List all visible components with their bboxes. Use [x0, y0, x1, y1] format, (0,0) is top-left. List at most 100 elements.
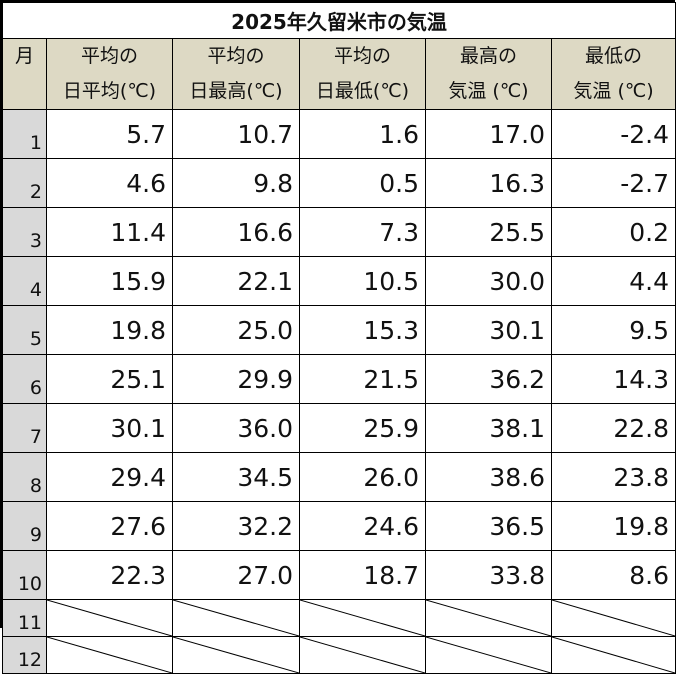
- value-cell[interactable]: 25.5: [425, 207, 552, 257]
- value-cell[interactable]: 4.6: [46, 158, 173, 208]
- value-cell[interactable]: 19.8: [46, 305, 173, 355]
- value-cell[interactable]: 25.0: [172, 305, 300, 355]
- value-cell[interactable]: 25.1: [46, 354, 173, 404]
- value-cell[interactable]: 9.5: [550, 305, 676, 355]
- value-cell[interactable]: 15.9: [46, 256, 173, 306]
- value-cell[interactable]: 38.6: [425, 452, 552, 502]
- header-line1: 平均の: [207, 45, 265, 67]
- table-row: 7 30.1 36.0 25.9 38.1 22.8: [2, 403, 676, 453]
- value-cell[interactable]: 4.4: [550, 256, 676, 306]
- value-cell[interactable]: 36.5: [425, 501, 552, 551]
- value-cell[interactable]: 14.3: [550, 354, 676, 404]
- diagonal-empty-cell[interactable]: [550, 599, 676, 637]
- value-cell[interactable]: 36.0: [172, 403, 300, 453]
- value-cell[interactable]: 9.8: [172, 158, 300, 208]
- value-cell[interactable]: 22.8: [550, 403, 676, 453]
- value-cell[interactable]: 1.6: [299, 109, 426, 159]
- value-cell[interactable]: 7.3: [299, 207, 426, 257]
- value-cell[interactable]: 19.8: [550, 501, 676, 551]
- value-cell[interactable]: 29.9: [172, 354, 300, 404]
- table-row: 8 29.4 34.5 26.0 38.6 23.8: [2, 452, 676, 502]
- diagonal-empty-cell[interactable]: [425, 599, 552, 637]
- value-cell[interactable]: 30.1: [46, 403, 173, 453]
- month-cell[interactable]: 10: [2, 550, 47, 600]
- month-cell[interactable]: 9: [2, 501, 47, 551]
- value-cell[interactable]: 8.6: [550, 550, 676, 600]
- header-highest: 最高の 気温 (℃): [425, 38, 552, 110]
- value-cell[interactable]: 38.1: [425, 403, 552, 453]
- month-cell[interactable]: 2: [2, 158, 47, 208]
- value-cell[interactable]: 22.1: [172, 256, 300, 306]
- value-cell[interactable]: 30.0: [425, 256, 552, 306]
- value-cell[interactable]: 32.2: [172, 501, 300, 551]
- value-cell[interactable]: 18.7: [299, 550, 426, 600]
- value-cell[interactable]: -2.4: [550, 109, 676, 159]
- diagonal-empty-cell[interactable]: [172, 599, 300, 637]
- diagonal-empty-cell[interactable]: [425, 636, 552, 674]
- diagonal-line-icon: [300, 637, 425, 673]
- value-cell[interactable]: 16.3: [425, 158, 552, 208]
- value-cell[interactable]: 0.2: [550, 207, 676, 257]
- value-cell[interactable]: 16.6: [172, 207, 300, 257]
- diagonal-line-icon: [426, 600, 551, 636]
- value-cell[interactable]: 36.2: [425, 354, 552, 404]
- table-row: 5 19.8 25.0 15.3 30.1 9.5: [2, 305, 676, 355]
- table-row: 10 22.3 27.0 18.7 33.8 8.6: [2, 550, 676, 600]
- value-cell[interactable]: 22.3: [46, 550, 173, 600]
- month-cell[interactable]: 4: [2, 256, 47, 306]
- diagonal-empty-cell[interactable]: [46, 599, 173, 637]
- diagonal-empty-cell[interactable]: [299, 636, 426, 674]
- diagonal-empty-cell[interactable]: [550, 636, 676, 674]
- value-cell[interactable]: -2.7: [550, 158, 676, 208]
- header-line1: 平均の: [333, 45, 391, 67]
- header-line2: 日平均(℃): [62, 80, 157, 102]
- value-cell[interactable]: 34.5: [172, 452, 300, 502]
- value-cell[interactable]: 27.0: [172, 550, 300, 600]
- value-cell[interactable]: 10.7: [172, 109, 300, 159]
- header-line1: 最高の: [459, 45, 517, 67]
- table-row: 2 4.6 9.8 0.5 16.3 -2.7: [2, 158, 676, 208]
- value-cell[interactable]: 10.5: [299, 256, 426, 306]
- month-cell[interactable]: 1: [2, 109, 47, 159]
- value-cell[interactable]: 27.6: [46, 501, 173, 551]
- header-daily-min: 平均の 日最低(℃): [299, 38, 426, 110]
- header-lowest: 最低の 気温 (℃): [550, 38, 676, 110]
- table-row: 9 27.6 32.2 24.6 36.5 19.8: [2, 501, 676, 551]
- table-row: 3 11.4 16.6 7.3 25.5 0.2: [2, 207, 676, 257]
- month-cell[interactable]: 7: [2, 403, 47, 453]
- table-title: 2025年久留米市の気温: [1, 2, 676, 39]
- value-cell[interactable]: 24.6: [299, 501, 426, 551]
- value-cell[interactable]: 25.9: [299, 403, 426, 453]
- table-body: 1 5.7 10.7 1.6 17.0 -2.4 2 4.6 9.8 0.5 16.3 -2.7 3 11…: [2, 109, 676, 674]
- value-cell[interactable]: 15.3: [299, 305, 426, 355]
- table-row: 6 25.1 29.9 21.5 36.2 14.3: [2, 354, 676, 404]
- value-cell[interactable]: 17.0: [425, 109, 552, 159]
- diagonal-line-icon: [47, 600, 172, 636]
- month-cell[interactable]: 11: [2, 599, 47, 637]
- diagonal-line-icon: [173, 600, 299, 636]
- diagonal-empty-cell[interactable]: [299, 599, 426, 637]
- header-daily-mean: 平均の 日平均(℃): [46, 38, 173, 110]
- value-cell[interactable]: 23.8: [550, 452, 676, 502]
- value-cell[interactable]: 26.0: [299, 452, 426, 502]
- month-cell[interactable]: 12: [2, 636, 47, 674]
- month-cell[interactable]: 3: [2, 207, 47, 257]
- value-cell[interactable]: 21.5: [299, 354, 426, 404]
- value-cell[interactable]: 30.1: [425, 305, 552, 355]
- table-row-empty: 11: [2, 599, 676, 637]
- value-cell[interactable]: 11.4: [46, 207, 173, 257]
- diagonal-line-icon: [300, 600, 425, 636]
- month-cell[interactable]: 8: [2, 452, 47, 502]
- header-line1: 最低の: [585, 45, 643, 67]
- value-cell[interactable]: 29.4: [46, 452, 173, 502]
- value-cell[interactable]: 33.8: [425, 550, 552, 600]
- month-cell[interactable]: 5: [2, 305, 47, 355]
- value-cell[interactable]: 0.5: [299, 158, 426, 208]
- value-cell[interactable]: 5.7: [46, 109, 173, 159]
- diagonal-empty-cell[interactable]: [172, 636, 300, 674]
- table-row-empty: 12: [2, 636, 676, 674]
- month-cell[interactable]: 6: [2, 354, 47, 404]
- diagonal-empty-cell[interactable]: [46, 636, 173, 674]
